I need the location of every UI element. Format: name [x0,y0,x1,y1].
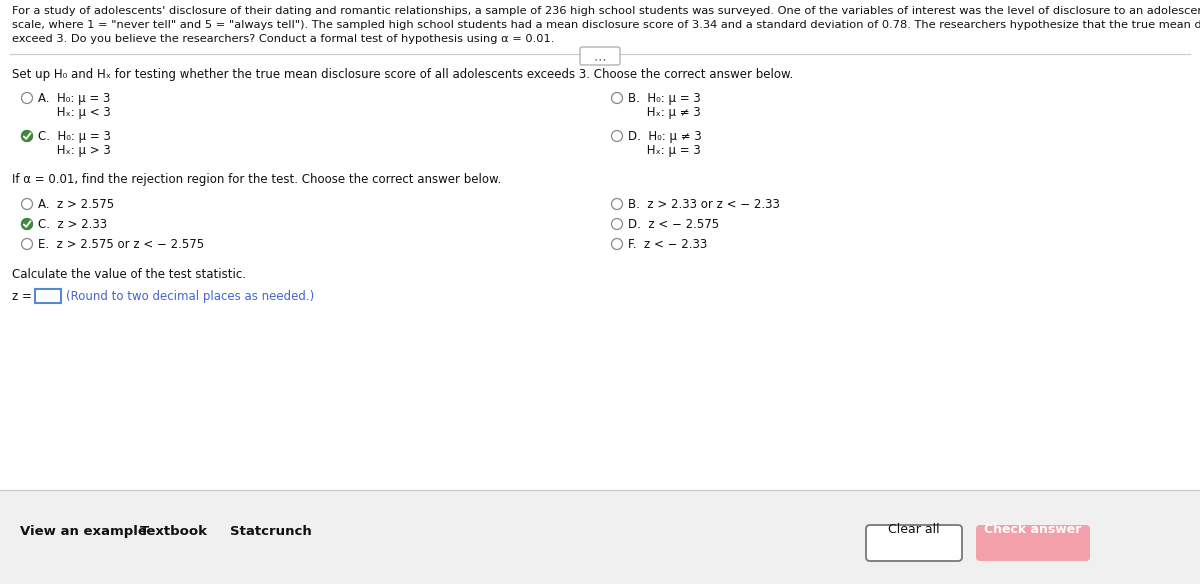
Text: Set up H₀ and Hₓ for testing whether the true mean disclosure score of all adole: Set up H₀ and Hₓ for testing whether the… [12,68,793,81]
Text: ⋯: ⋯ [594,53,606,66]
Text: D.  H₀: μ ≠ 3: D. H₀: μ ≠ 3 [628,130,702,143]
Text: Check answer: Check answer [984,523,1081,536]
Text: Hₓ: μ ≠ 3: Hₓ: μ ≠ 3 [628,106,701,119]
Text: Statcrunch: Statcrunch [230,525,312,538]
Text: Hₓ: μ > 3: Hₓ: μ > 3 [38,144,110,157]
Text: A.  H₀: μ = 3: A. H₀: μ = 3 [38,92,110,105]
Text: B.  z > 2.33 or z < − 2.33: B. z > 2.33 or z < − 2.33 [628,198,780,211]
Circle shape [22,130,32,141]
Text: Clear all: Clear all [888,523,940,536]
Text: C.  z > 2.33: C. z > 2.33 [38,218,107,231]
Text: z =: z = [12,290,36,303]
Text: Hₓ: μ < 3: Hₓ: μ < 3 [38,106,110,119]
FancyBboxPatch shape [35,289,61,303]
Text: Hₓ: μ = 3: Hₓ: μ = 3 [628,144,701,157]
Text: A.  z > 2.575: A. z > 2.575 [38,198,114,211]
FancyBboxPatch shape [866,525,962,561]
Text: Calculate the value of the test statistic.: Calculate the value of the test statisti… [12,268,246,281]
FancyBboxPatch shape [0,490,1200,584]
Circle shape [22,218,32,230]
Text: scale, where 1 = "never tell" and 5 = "always tell"). The sampled high school st: scale, where 1 = "never tell" and 5 = "a… [12,20,1200,30]
Text: If α = 0.01, find the rejection region for the test. Choose the correct answer b: If α = 0.01, find the rejection region f… [12,173,502,186]
Text: exceed 3. Do you believe the researchers? Conduct a formal test of hypothesis us: exceed 3. Do you believe the researchers… [12,34,554,44]
FancyBboxPatch shape [976,525,1090,561]
Text: E.  z > 2.575 or z < − 2.575: E. z > 2.575 or z < − 2.575 [38,238,204,251]
Text: View an example: View an example [20,525,146,538]
Text: Textbook: Textbook [140,525,208,538]
Text: D.  z < − 2.575: D. z < − 2.575 [628,218,719,231]
Text: B.  H₀: μ = 3: B. H₀: μ = 3 [628,92,701,105]
Text: For a study of adolescents' disclosure of their dating and romantic relationship: For a study of adolescents' disclosure o… [12,6,1200,16]
Text: C.  H₀: μ = 3: C. H₀: μ = 3 [38,130,110,143]
Text: (Round to two decimal places as needed.): (Round to two decimal places as needed.) [66,290,314,303]
FancyBboxPatch shape [580,47,620,65]
Text: F.  z < − 2.33: F. z < − 2.33 [628,238,707,251]
